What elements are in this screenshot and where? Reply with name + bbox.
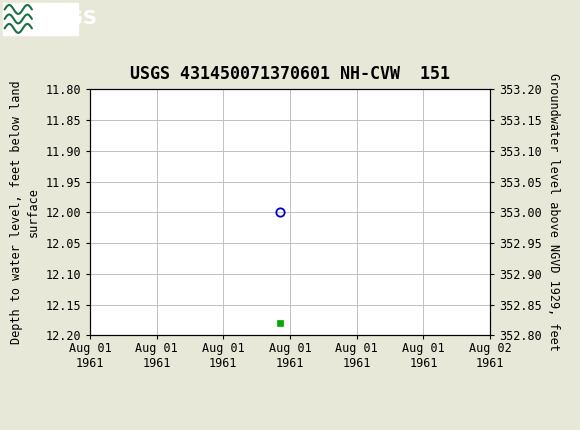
FancyBboxPatch shape: [3, 3, 78, 35]
Text: USGS 431450071370601 NH-CVW  151: USGS 431450071370601 NH-CVW 151: [130, 65, 450, 83]
Y-axis label: Groundwater level above NGVD 1929, feet: Groundwater level above NGVD 1929, feet: [548, 74, 560, 351]
Text: USGS: USGS: [38, 9, 97, 28]
Y-axis label: Depth to water level, feet below land
surface: Depth to water level, feet below land su…: [10, 80, 39, 344]
